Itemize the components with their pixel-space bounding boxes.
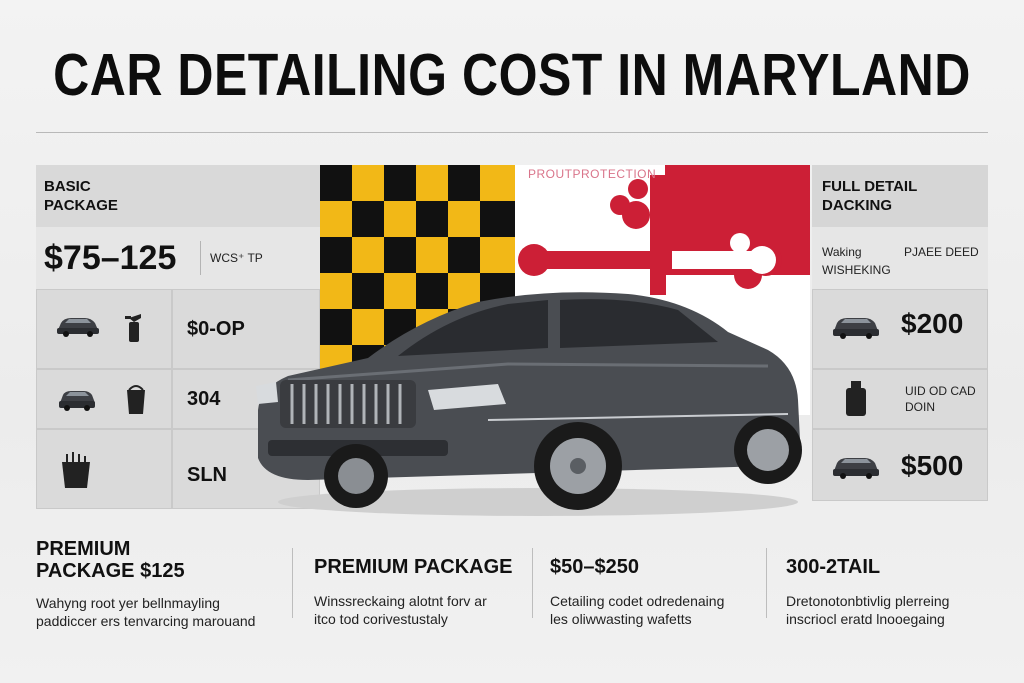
- bottom-divider-2: [532, 548, 533, 618]
- left-row-2-value: 304: [187, 388, 221, 410]
- bottom-col-3-desc-2: les oliwwasting wafetts: [550, 611, 692, 627]
- right-row-2-value-1: UID OD CAD: [905, 384, 976, 398]
- basic-package-header: BASIC PACKAGE: [36, 165, 320, 227]
- divider: [200, 241, 201, 275]
- basic-price-row: $75–125 WCS⁺ TP: [36, 227, 320, 289]
- right-row-3-value: $500: [901, 450, 964, 481]
- bottom-col-3: $50–$250 Cetailing codet odredenaing les…: [550, 556, 724, 628]
- basket-icon: [62, 452, 90, 488]
- left-row-2-icons: [36, 369, 172, 429]
- car-icon: [833, 458, 879, 479]
- bottom-col-2-desc-1: Winssreckaing alotnt forv ar: [314, 593, 487, 609]
- bottom-col-4: 300-2TAIL Dretonotonbtivlig plerreing in…: [786, 556, 949, 628]
- waking-text: Waking: [822, 245, 862, 259]
- spray-bottle-icon: [125, 314, 141, 342]
- bottom-col-1-desc-1: Wahyng root yer bellnmayling: [36, 595, 220, 611]
- left-row-1-value-cell: $0-OP: [172, 289, 320, 369]
- dacking-label: DACKING: [822, 197, 892, 214]
- bottom-col-2: PREMIUM PACKAGE Winssreckaing alotnt for…: [314, 556, 513, 628]
- pjaee-text: PJAEE DEED: [904, 245, 979, 259]
- title-divider: [36, 132, 988, 133]
- package-label: PACKAGE: [44, 197, 118, 214]
- bottom-col-3-head: $50–$250: [550, 556, 639, 578]
- right-row-3: $500: [812, 429, 988, 501]
- left-row-1-icons: [36, 289, 172, 369]
- right-row-2: UID OD CAD DOIN: [812, 369, 988, 429]
- price-note: WCS⁺ TP: [210, 251, 263, 265]
- bottom-col-2-desc-2: itco tod corivestustaly: [314, 611, 448, 627]
- car-icon: [833, 318, 879, 339]
- full-detail-label: FULL DETAIL: [822, 178, 918, 195]
- bottom-col-1: PREMIUM PACKAGE $125 Wahyng root yer bel…: [36, 538, 255, 630]
- right-row-1: $200: [812, 289, 988, 369]
- bottom-col-1-head-1: PREMIUM: [36, 538, 131, 560]
- canister-icon: [846, 381, 866, 416]
- bottom-col-4-head: 300-2TAIL: [786, 556, 881, 578]
- bottom-col-2-head: PREMIUM PACKAGE: [314, 556, 513, 578]
- bottom-col-1-head-2: PACKAGE $125: [36, 560, 185, 582]
- left-row-3-icons: [36, 429, 172, 509]
- bottom-col-3-desc-1: Cetailing codet odredenaing: [550, 593, 725, 609]
- bucket-icon: [127, 385, 145, 414]
- page-title: CAR DETAILING COST IN MARYLAND: [53, 41, 971, 109]
- left-row-1-value: $0-OP: [187, 318, 245, 340]
- watermark-text: PROUTPROTECTION: [528, 167, 657, 181]
- full-detail-header: FULL DETAIL DACKING: [812, 165, 988, 227]
- bottom-col-4-desc-2: inscriocl eratd lnooegaing: [786, 611, 945, 627]
- left-row-3-value: SLN: [187, 464, 227, 486]
- car-icon: [57, 318, 99, 337]
- right-row-2-value-2: DOIN: [905, 400, 935, 414]
- right-row-1-value: $200: [901, 308, 964, 339]
- bottom-col-4-desc-1: Dretonotonbtivlig plerreing: [786, 593, 950, 609]
- basic-label: BASIC: [44, 178, 91, 195]
- bottom-divider-1: [292, 548, 293, 618]
- full-detail-sub: Waking PJAEE DEED WISHEKING: [812, 227, 988, 289]
- bottom-col-1-desc-2: paddiccer ers tenvarcing marouand: [36, 613, 256, 629]
- bottom-divider-3: [766, 548, 767, 618]
- sedan-car-image: [256, 292, 802, 516]
- wisheking-text: WISHEKING: [822, 263, 891, 277]
- car-icon: [59, 391, 95, 411]
- basic-price: $75–125: [44, 239, 177, 277]
